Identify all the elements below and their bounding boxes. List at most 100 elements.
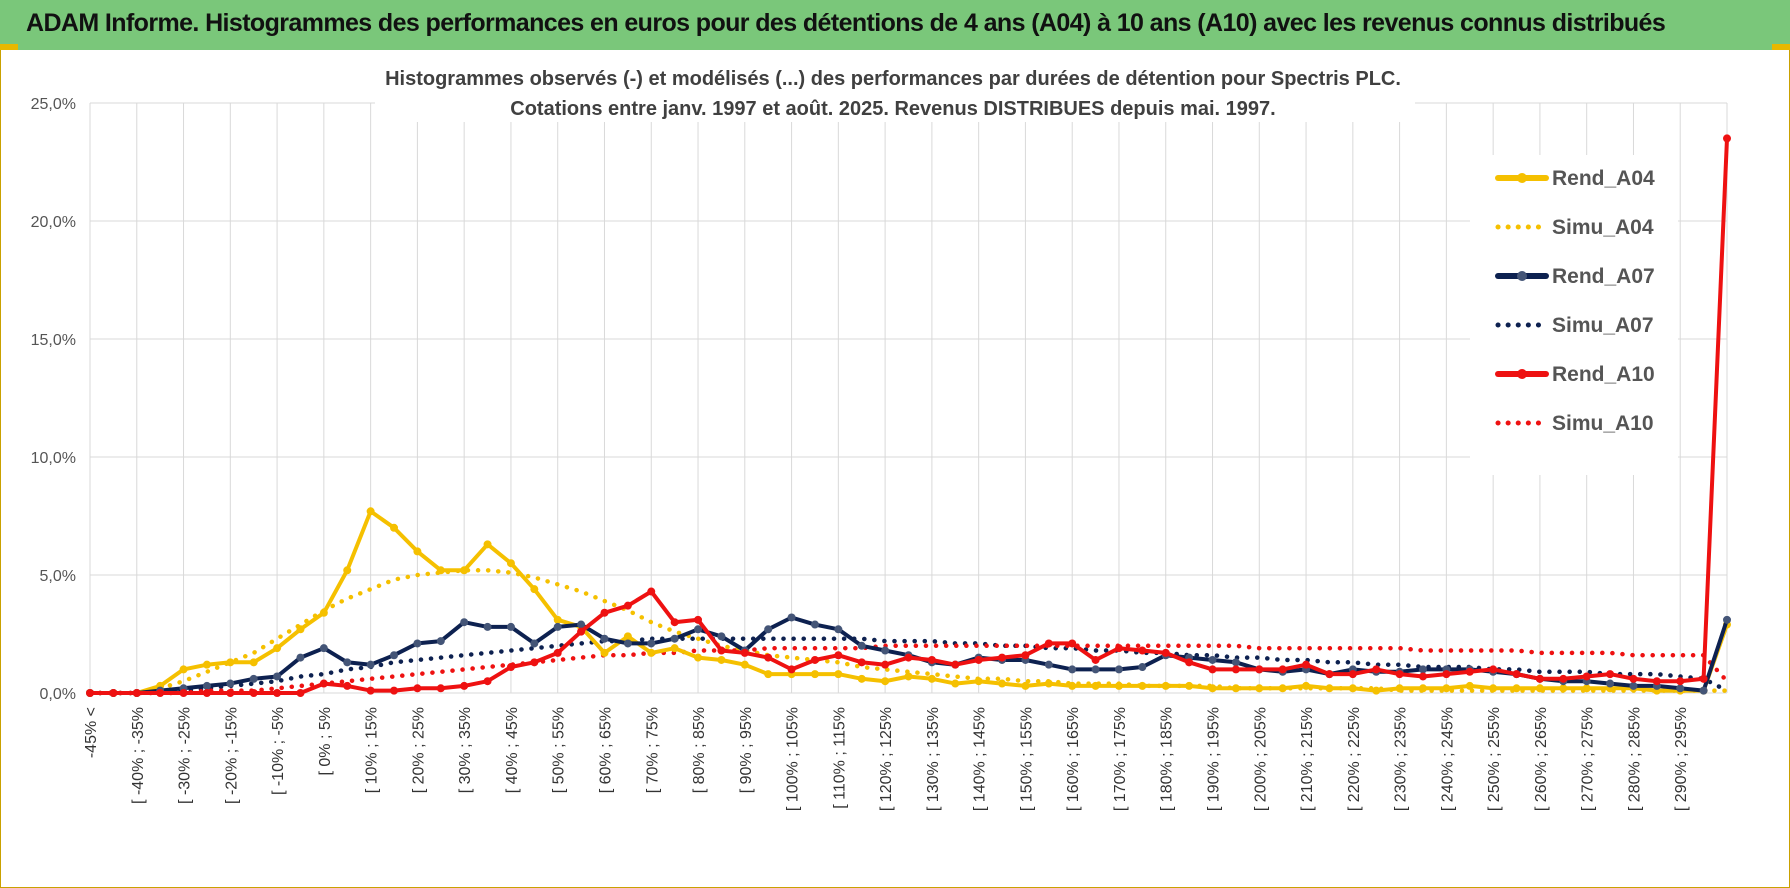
point-rend-a10 — [1489, 665, 1498, 674]
point-rend-a04 — [1021, 681, 1030, 690]
x-tick-label: [ 210% ; 215% — [1299, 707, 1316, 811]
point-rend-a04 — [1582, 684, 1591, 693]
legend-marker-rend-a04 — [1517, 173, 1527, 183]
point-rend-a10 — [740, 648, 749, 657]
point-rend-a07 — [694, 625, 703, 634]
point-rend-a04 — [1091, 681, 1100, 690]
point-rend-a07 — [623, 639, 632, 648]
x-tick-label: [ -40% ; -35% — [130, 707, 147, 804]
point-rend-a04 — [694, 653, 703, 662]
chart-title-line-2: Cotations entre janv. 1997 et août. 2025… — [510, 98, 1275, 120]
y-tick-label: 10,0% — [31, 450, 76, 467]
point-rend-a04 — [343, 566, 352, 575]
point-rend-a10 — [764, 653, 773, 662]
point-rend-a04 — [483, 540, 492, 549]
x-tick-label: [ 200% ; 205% — [1252, 707, 1269, 811]
gridlines — [89, 102, 1728, 694]
point-rend-a10 — [1465, 667, 1474, 676]
x-tick-label: [ 80% ; 85% — [691, 707, 708, 793]
point-rend-a04 — [1325, 684, 1334, 693]
point-rend-a04 — [1489, 684, 1498, 693]
point-rend-a04 — [1138, 681, 1147, 690]
point-rend-a04 — [366, 507, 375, 516]
point-rend-a10 — [670, 618, 679, 627]
x-tick-label: [ -30% ; -25% — [177, 707, 194, 804]
point-rend-a07 — [226, 679, 235, 688]
point-rend-a04 — [974, 677, 983, 686]
x-tick-label: [ 60% ; 65% — [597, 707, 614, 793]
point-rend-a04 — [1278, 684, 1287, 693]
point-rend-a04 — [1231, 684, 1240, 693]
point-rend-a10 — [1091, 655, 1100, 664]
point-rend-a04 — [717, 655, 726, 664]
legend-label-rend-a07: Rend_A07 — [1552, 265, 1655, 288]
point-rend-a04 — [319, 608, 328, 617]
legend-label-simu-a04: Simu_A04 — [1552, 216, 1654, 239]
point-rend-a04 — [506, 559, 515, 568]
point-rend-a07 — [1138, 663, 1147, 672]
point-rend-a04 — [670, 644, 679, 653]
point-rend-a04 — [951, 679, 960, 688]
point-rend-a04 — [436, 566, 445, 575]
point-rend-a04 — [1418, 684, 1427, 693]
chart-title-line-1: Histogrammes observés (-) et modélisés (… — [385, 68, 1401, 90]
x-axis: -45% < [ -40% ; -35% [ -30% ; -25% [ -20% ;… — [83, 707, 1690, 811]
point-rend-a07 — [530, 639, 539, 648]
x-tick-label: [ 120% ; 125% — [878, 707, 895, 811]
point-rend-a10 — [1208, 665, 1217, 674]
point-rend-a10 — [694, 615, 703, 624]
point-rend-a07 — [1231, 658, 1240, 667]
point-rend-a04 — [296, 625, 305, 634]
point-rend-a07 — [553, 622, 562, 631]
point-rend-a10 — [343, 681, 352, 690]
point-rend-a10 — [717, 646, 726, 655]
point-rend-a07 — [1091, 665, 1100, 674]
point-rend-a10 — [296, 689, 305, 697]
point-rend-a07 — [1606, 679, 1615, 688]
point-rend-a07 — [1699, 686, 1708, 695]
point-rend-a10 — [1418, 672, 1427, 681]
point-rend-a10 — [553, 648, 562, 657]
point-rend-a04 — [1255, 684, 1264, 693]
point-rend-a07 — [343, 658, 352, 667]
point-rend-a04 — [740, 660, 749, 669]
point-rend-a07 — [1676, 684, 1685, 693]
point-rend-a10 — [857, 658, 866, 667]
point-rend-a07 — [810, 620, 819, 629]
x-tick-label: [ 30% ; 35% — [457, 707, 474, 793]
series-line-simu-a04 — [87, 568, 1730, 696]
point-rend-a10 — [787, 665, 796, 674]
point-rend-a04 — [553, 615, 562, 624]
point-rend-a07 — [273, 672, 282, 681]
point-rend-a10 — [1535, 674, 1544, 683]
y-tick-label: 20,0% — [31, 214, 76, 231]
point-rend-a10 — [530, 658, 539, 667]
point-rend-a10 — [1395, 670, 1404, 679]
point-rend-a04 — [226, 658, 235, 667]
point-rend-a10 — [1325, 670, 1334, 679]
series-line-rend-a04 — [88, 509, 1729, 695]
point-rend-a04 — [1302, 681, 1311, 690]
point-rend-a04 — [1465, 681, 1474, 690]
point-rend-a07 — [296, 653, 305, 662]
point-rend-a04 — [460, 566, 469, 575]
x-tick-label: [ 90% ; 95% — [738, 707, 755, 793]
point-rend-a07 — [390, 651, 399, 660]
point-rend-a07 — [857, 641, 866, 650]
point-rend-a10 — [1348, 670, 1357, 679]
point-rend-a04 — [1535, 684, 1544, 693]
point-rend-a04 — [413, 547, 422, 556]
point-rend-a10 — [600, 608, 609, 617]
point-rend-a10 — [1442, 670, 1451, 679]
point-rend-a10 — [1723, 134, 1731, 143]
point-rend-a10 — [483, 677, 492, 686]
point-rend-a04 — [1348, 684, 1357, 693]
point-rend-a10 — [1021, 651, 1030, 660]
title-background — [375, 64, 1415, 122]
point-rend-a10 — [202, 689, 211, 697]
point-rend-a04 — [1512, 684, 1521, 693]
point-rend-a10 — [86, 689, 94, 697]
point-rend-a07 — [1629, 681, 1638, 690]
y-tick-label: 0,0% — [40, 686, 76, 703]
point-rend-a10 — [951, 660, 960, 669]
